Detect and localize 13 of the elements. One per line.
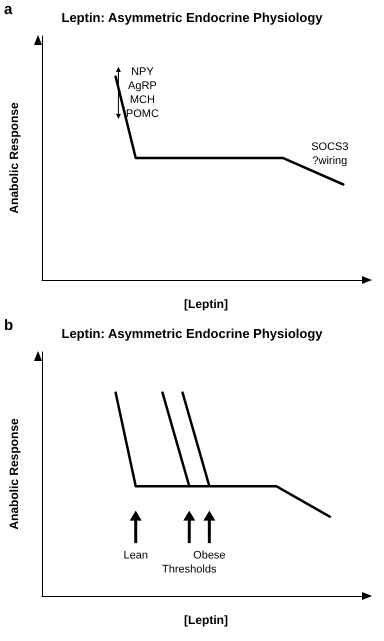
annotation: Obese <box>193 549 226 562</box>
annotation: Lean <box>123 549 148 562</box>
text: a <box>4 1 13 18</box>
x-axis-title: [Leptin] <box>184 297 228 311</box>
y-axis-title: Anabolic Response <box>7 102 21 214</box>
text: b <box>4 317 14 334</box>
annotation: SOCS3 ?wiring <box>311 140 348 167</box>
chart-title: Leptin: Asymmetric Endocrine Physiology <box>61 326 324 341</box>
y-axis-title: Anabolic Response <box>7 418 21 530</box>
annotation: Thresholds <box>162 564 217 576</box>
annotation: NPY AgRP MCH POMC <box>126 66 159 120</box>
chart-title: Leptin: Asymmetric Endocrine Physiology <box>61 10 324 25</box>
x-axis-title: [Leptin] <box>184 613 228 627</box>
